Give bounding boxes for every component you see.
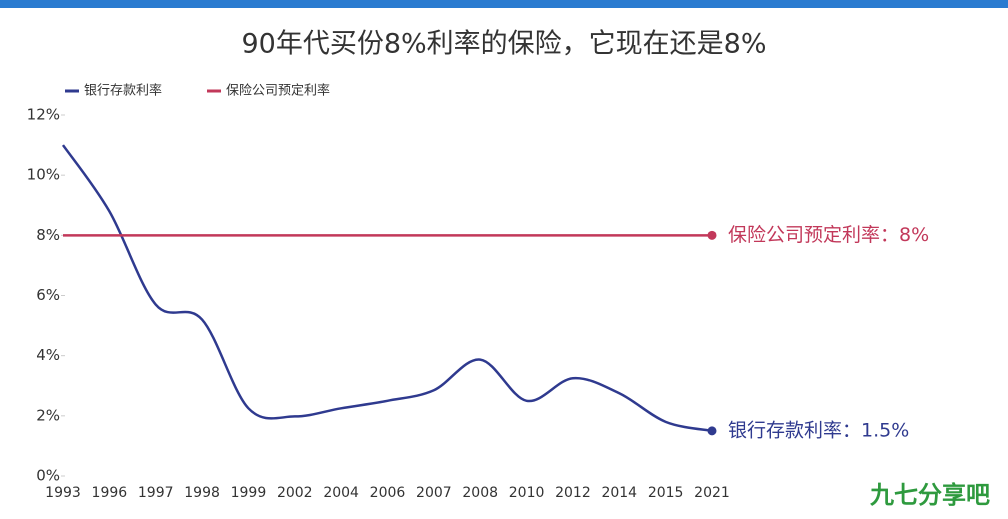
x-tick-label: 2004 (323, 485, 359, 501)
end-marker (707, 426, 717, 436)
y-tick-label: 8% (36, 226, 60, 244)
x-tick-label: 2021 (694, 485, 730, 501)
chart-title: 90年代买份8%利率的保险，它现在还是8% (241, 29, 766, 60)
x-tick-label: 2006 (370, 485, 406, 501)
watermark: 九七分享吧 (869, 481, 990, 509)
y-tick-label: 4% (36, 346, 60, 364)
x-tick-label: 2012 (555, 485, 591, 501)
y-tick-label: 0% (36, 467, 60, 485)
x-tick-label: 2002 (277, 485, 313, 501)
line (61, 144, 713, 433)
x-tick-label: 1997 (138, 485, 174, 501)
legend-label: 保险公司预定利率 (226, 83, 330, 99)
end-label: 银行存款利率：1.5% (728, 419, 909, 441)
x-tick-label: 2008 (462, 485, 498, 501)
x-tick-label: 1998 (184, 485, 220, 501)
x-tick-label: 2015 (648, 485, 684, 501)
x-tick-label: 1993 (45, 485, 81, 501)
y-tick-label: 6% (36, 286, 60, 304)
x-tick-label: 1996 (92, 485, 128, 501)
x-tick-label: 2014 (601, 485, 637, 501)
x-tick-label: 2010 (509, 485, 545, 501)
y-tick-label: 10% (27, 166, 60, 184)
legend-label: 银行存款利率 (84, 83, 162, 99)
end-marker (707, 230, 717, 240)
top-bar (0, 0, 1008, 8)
end-label: 保险公司预定利率：8% (728, 224, 929, 246)
x-tick-label: 2007 (416, 485, 452, 501)
y-tick-label: 2% (36, 406, 60, 424)
y-tick-label: 12% (27, 106, 60, 124)
x-tick-label: 1999 (231, 485, 267, 501)
